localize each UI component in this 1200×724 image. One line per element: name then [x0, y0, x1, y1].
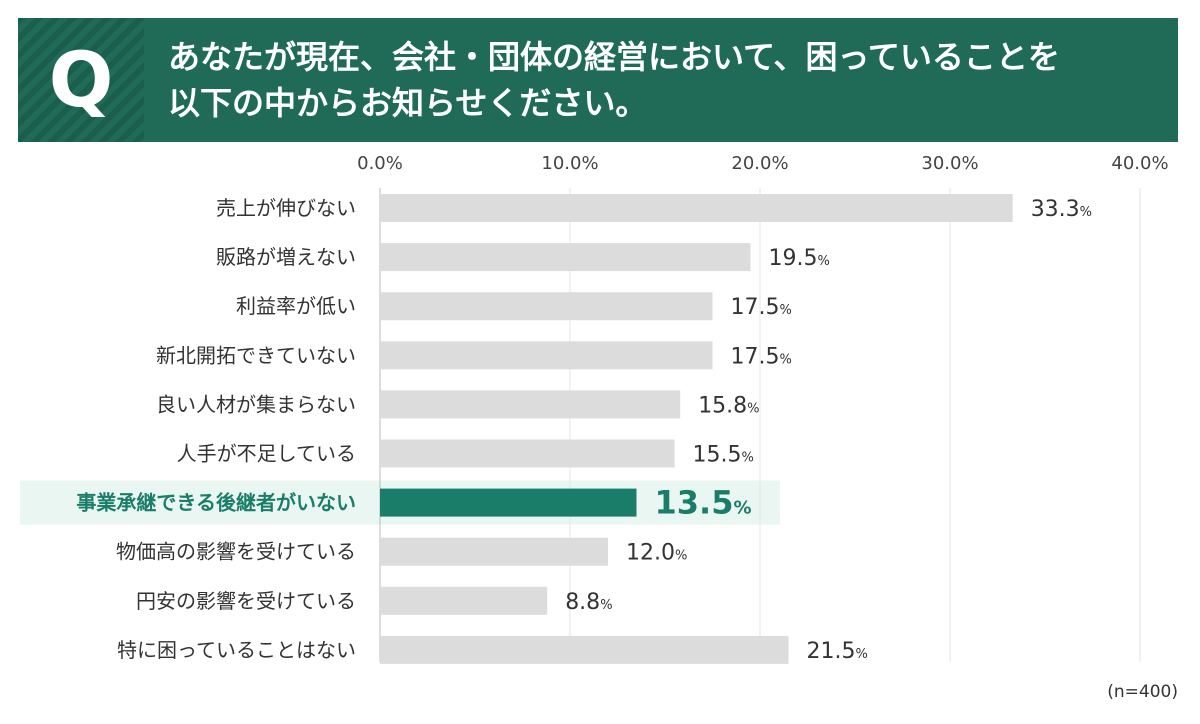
- x-tick-label: 40.0%: [1111, 153, 1168, 174]
- value-label: 12.0%: [626, 541, 687, 566]
- value-label: 13.5%: [655, 484, 752, 522]
- value-label: 15.8%: [698, 393, 759, 418]
- value-label: 33.3%: [1031, 197, 1092, 222]
- category-label: 販路が増えない: [216, 245, 356, 269]
- sample-size-note: (n=400): [1107, 682, 1178, 702]
- question-badge: Q: [18, 18, 144, 142]
- bar: [380, 586, 548, 615]
- question-line-1: あなたが現在、会社・団体の経営において、困っていることを: [168, 38, 1060, 76]
- bar: [380, 635, 789, 664]
- bar: [380, 488, 637, 517]
- bar: [380, 194, 1013, 222]
- value-label: 15.5%: [693, 443, 754, 468]
- category-label: 新北開拓できていない: [156, 343, 356, 367]
- question-header: Q あなたが現在、会社・団体の経営において、困っていることを 以下の中からお知ら…: [18, 18, 1178, 142]
- bar: [380, 243, 751, 272]
- category-label: 事業承継できる後継者がいない: [76, 491, 356, 515]
- value-label: 8.8%: [565, 590, 612, 615]
- x-tick-label: 10.0%: [541, 153, 598, 174]
- bar: [380, 292, 713, 321]
- category-label: 売上が伸びない: [216, 196, 356, 220]
- category-label: 円安の影響を受けている: [136, 589, 356, 613]
- value-label: 21.5%: [807, 639, 868, 664]
- question-text: あなたが現在、会社・団体の経営において、困っていることを 以下の中からお知らせく…: [144, 18, 1178, 142]
- category-label: 利益率が低い: [236, 294, 356, 318]
- category-label: 人手が不足している: [177, 442, 356, 466]
- question-badge-letter: Q: [48, 35, 114, 124]
- question-line-2: 以下の中からお知らせください。: [168, 84, 648, 122]
- x-tick-label: 0.0%: [357, 153, 403, 174]
- bar-chart: 0.0% 10.0% 20.0% 30.0% 40.0% 売上が伸びない 33.3% 販路が増…: [20, 153, 1169, 664]
- bar: [380, 390, 681, 419]
- value-label: 19.5%: [769, 246, 830, 271]
- category-label: 物価高の影響を受けている: [116, 540, 356, 564]
- category-label: 良い人材が集まらない: [156, 392, 356, 416]
- value-label: 17.5%: [731, 295, 792, 320]
- value-label: 17.5%: [731, 344, 792, 369]
- bar: [380, 341, 713, 370]
- bar: [380, 537, 608, 566]
- x-tick-label: 30.0%: [921, 153, 978, 174]
- x-tick-label: 20.0%: [731, 153, 788, 174]
- category-label: 特に困っていることはない: [117, 638, 356, 662]
- bar: [380, 439, 675, 468]
